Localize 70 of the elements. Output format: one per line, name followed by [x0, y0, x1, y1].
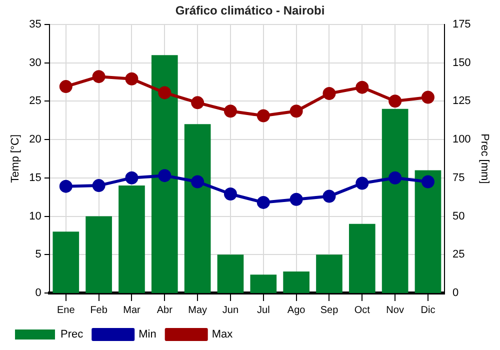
point	[59, 180, 72, 193]
x-tick-label: Mar	[123, 304, 142, 316]
y-tick-label: 0	[35, 287, 42, 300]
point	[290, 104, 303, 118]
legend-label: Min	[138, 328, 156, 341]
point	[322, 190, 336, 203]
point	[388, 171, 402, 184]
point	[125, 72, 138, 86]
y2-tick-label: 175	[452, 18, 471, 30]
point	[256, 196, 270, 209]
point	[356, 80, 369, 94]
y-tick-label: 35	[29, 18, 42, 30]
bar	[217, 254, 244, 293]
chart-title: Gráfico climático - Nairobi	[175, 4, 325, 18]
point	[158, 169, 172, 182]
point	[191, 175, 204, 188]
y-tick-label: 25	[29, 95, 42, 108]
x-tick-label: Abr	[156, 304, 174, 316]
point	[224, 188, 237, 200]
y2-tick-label: 75	[452, 172, 465, 184]
point	[290, 192, 303, 206]
point	[356, 176, 369, 190]
bar	[52, 232, 80, 293]
point	[92, 70, 106, 84]
x-tick-label: Ene	[56, 304, 76, 316]
legend-label: Prec	[60, 328, 84, 341]
x-tick-label: Feb	[90, 304, 108, 316]
y2-tick-label: 0	[452, 287, 459, 300]
x-tick-label: Dic	[420, 304, 436, 316]
x-tick-label: Oct	[354, 304, 370, 316]
y-tick-label: 5	[35, 248, 42, 261]
bar	[151, 55, 178, 293]
y-tick-label: 15	[29, 172, 42, 184]
y2-tick-label: 50	[452, 210, 465, 222]
point	[92, 179, 106, 192]
y-tick-label: 10	[29, 210, 42, 222]
point	[158, 86, 172, 100]
point	[421, 175, 434, 188]
y-tick-label: 30	[29, 56, 42, 69]
y2-tick-label: 125	[452, 95, 471, 108]
bar	[250, 274, 277, 293]
x-tick-label: Jul	[257, 304, 270, 316]
bar	[414, 170, 442, 293]
point	[59, 80, 72, 94]
point	[224, 104, 237, 118]
y-tick-label: 20	[29, 134, 42, 146]
point	[125, 171, 138, 184]
bar	[316, 254, 342, 293]
point	[421, 90, 434, 104]
y-axis-title: Temp [°C]	[10, 134, 22, 183]
point	[322, 86, 336, 100]
y2-tick-label: 100	[452, 134, 471, 146]
bar	[348, 224, 376, 293]
point	[388, 94, 402, 108]
bar	[118, 186, 145, 293]
bar	[86, 216, 112, 293]
x-tick-label: Ago	[287, 304, 306, 316]
y2-tick-label: 25	[452, 248, 465, 261]
x-tick-label: Jun	[222, 304, 239, 316]
x-tick-label: Nov	[386, 304, 404, 316]
x-tick-label: Sep	[320, 304, 339, 316]
bar	[382, 108, 408, 293]
point	[191, 96, 204, 110]
bar	[184, 124, 211, 293]
point	[256, 109, 270, 122]
x-tick-label: May	[188, 304, 208, 316]
y2-tick-label: 150	[452, 56, 471, 69]
bar	[283, 272, 310, 293]
legend-label: Max	[212, 328, 234, 341]
y2-axis-title: Prec [mm]	[478, 134, 490, 184]
